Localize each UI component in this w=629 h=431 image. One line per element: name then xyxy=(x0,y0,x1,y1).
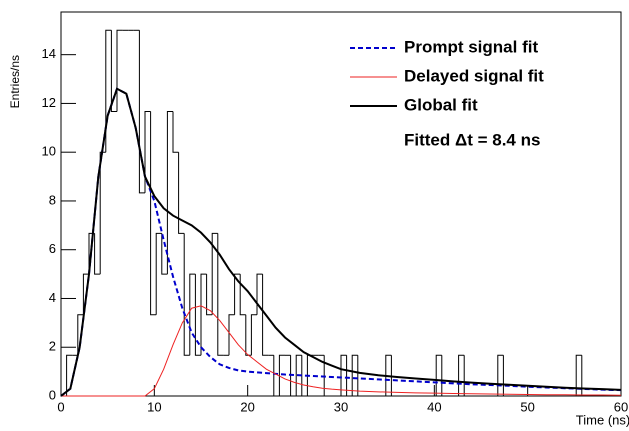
histogram-bin xyxy=(390,355,397,397)
histogram-bin xyxy=(194,274,201,356)
x-tick-label: 10 xyxy=(147,399,161,414)
histogram-bin xyxy=(234,273,241,315)
fit-line xyxy=(61,305,622,397)
histogram-bin xyxy=(262,274,269,356)
histogram-bin xyxy=(239,274,246,316)
y-tick-label: 10 xyxy=(42,144,56,159)
histogram-bin xyxy=(144,110,151,193)
histogram-bin xyxy=(323,355,330,397)
histogram-bin xyxy=(346,355,353,397)
histogram-bin xyxy=(256,273,263,315)
y-tick-label: 4 xyxy=(49,290,56,305)
histogram-bin xyxy=(183,233,190,356)
histogram-bin xyxy=(581,355,588,397)
fit-line xyxy=(60,87,622,397)
histogram-bin xyxy=(150,111,157,316)
histogram-bin xyxy=(105,29,112,153)
histogram-bin xyxy=(110,30,117,112)
histogram-bin xyxy=(178,152,185,234)
histogram-bin xyxy=(340,354,347,396)
histogram-bin xyxy=(172,111,179,153)
histogram-bin xyxy=(66,354,73,396)
x-axis-label: Time (ns) xyxy=(576,412,629,427)
histogram-bin xyxy=(82,273,89,315)
histogram-bin xyxy=(435,354,442,396)
histogram-bin xyxy=(278,354,285,396)
histogram-bin xyxy=(497,354,504,396)
histogram-bin xyxy=(458,354,465,396)
histogram-bin xyxy=(228,314,235,356)
legend-label: Prompt signal fit xyxy=(404,37,538,56)
legend-label: Delayed signal fit xyxy=(404,66,544,85)
x-tick-label: 0 xyxy=(57,399,64,414)
histogram-bin xyxy=(250,314,257,356)
x-tick-label: 60 xyxy=(614,399,628,414)
histogram-bin xyxy=(155,232,162,315)
histogram-bin xyxy=(77,314,84,356)
histogram-bin xyxy=(161,233,168,275)
y-axis-label: Entries/ns xyxy=(8,55,22,108)
y-tick-label: 0 xyxy=(49,387,56,402)
histogram-bin xyxy=(273,355,280,397)
y-tick-label: 12 xyxy=(42,95,56,110)
histogram-bin xyxy=(189,273,196,356)
histogram-bin xyxy=(502,355,509,397)
y-tick-label: 2 xyxy=(49,339,56,354)
histogram-bin xyxy=(138,30,145,194)
histogram-bin xyxy=(217,233,224,356)
annotation: Fitted Δt = 8.4 ns xyxy=(404,130,540,149)
histogram-bin xyxy=(441,355,448,397)
histogram-bin xyxy=(351,354,358,396)
histogram-bin xyxy=(575,354,582,396)
histogram-bin xyxy=(206,274,213,316)
histogram-bin xyxy=(166,110,173,275)
histogram-bin xyxy=(99,151,106,275)
histogram-bin xyxy=(116,29,123,112)
histogram-bin xyxy=(290,355,297,397)
histogram-bin xyxy=(357,355,364,397)
histogram-bin xyxy=(463,355,470,397)
x-tick-label: 20 xyxy=(240,399,254,414)
histogram-bin xyxy=(211,232,218,315)
y-tick-label: 6 xyxy=(49,241,56,256)
x-tick-label: 50 xyxy=(520,399,534,414)
histogram-bin xyxy=(94,233,101,275)
y-tick-label: 14 xyxy=(42,46,56,61)
x-tick-label: 30 xyxy=(334,399,348,414)
histogram-bin xyxy=(385,354,392,396)
x-tick-label: 40 xyxy=(427,399,441,414)
y-tick-label: 8 xyxy=(49,192,56,207)
legend-label: Global fit xyxy=(404,95,478,114)
histogram-bin xyxy=(301,355,308,397)
histogram-bin xyxy=(245,314,252,356)
histogram-bin xyxy=(200,273,207,356)
